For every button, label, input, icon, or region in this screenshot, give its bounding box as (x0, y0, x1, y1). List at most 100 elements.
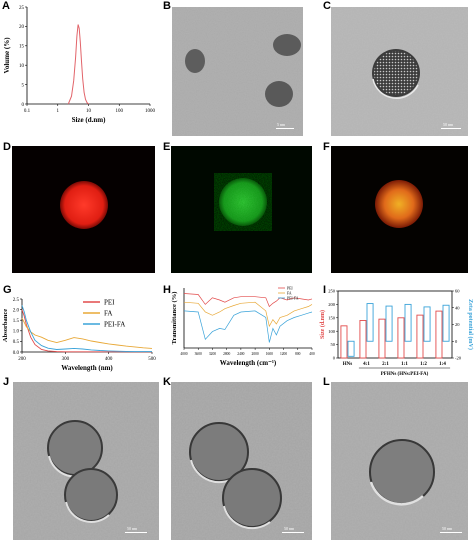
nanoparticle-k2 (222, 468, 282, 528)
y-tick-label: 0.0 (13, 351, 20, 356)
panel-label-b: B (163, 0, 171, 12)
x-tick-label: 1 (57, 109, 60, 114)
zeta-bar (366, 303, 374, 342)
x-axis-label: Wavelength (cm⁻¹) (220, 359, 277, 367)
merged-particle (375, 180, 423, 228)
y-right-axis-label: Zeta potential (mV) (467, 299, 474, 350)
y-right-tick-label: -20 (455, 356, 462, 361)
scalebar-l: 50 nm (442, 526, 453, 531)
size-bar (416, 314, 424, 359)
x-tick-label: 400 (105, 357, 113, 362)
chart-i: 0 50 100 150 200 250 -20 0 20 40 60 HNs 4:1 2:1 1:1 1:2… (319, 289, 474, 377)
series-line-fa (21, 317, 153, 349)
x-tick-label: 1:1 (401, 362, 408, 367)
x-tick-label: 1:2 (420, 362, 427, 367)
nanoparticle-k1 (189, 422, 249, 482)
nanoparticle-c (374, 51, 418, 95)
nanoparticle-1 (185, 49, 205, 73)
chart-g: 200 300 400 500 0.0 0.5 1.0 1.5 2.0 2.5 Wavelength… (2, 298, 156, 372)
y-tick-label: 20 (19, 25, 25, 30)
y-right-tick-label: 20 (455, 322, 460, 327)
x-tick-label: 200 (18, 357, 26, 362)
x-tick-label: 3200 (209, 352, 216, 356)
zeta-bar (404, 303, 412, 342)
series-line-fa (183, 301, 313, 328)
y-tick-label: 2.0 (13, 308, 20, 313)
chart-a: 0.1 1 10 100 1000 0 5 10 15 20 25 Size (d.nm) Volume… (3, 6, 156, 124)
scalebar-b: 5 nm (277, 122, 286, 127)
panel-label-c: C (323, 0, 331, 12)
y-right-tick-label: 0 (455, 339, 458, 344)
panel-label-e: E (163, 141, 171, 153)
panel-label-a: A (2, 0, 10, 12)
tem-image-l: 50 nm (331, 382, 468, 540)
legend-label-pei-fa: PEI-FA (104, 321, 125, 329)
series-line-pei-fa (21, 305, 152, 353)
size-bar (397, 317, 405, 359)
y-tick-label: 10 (19, 64, 25, 69)
x-axis-label: PFHNs (HNs:PEI-FA) (381, 372, 429, 377)
x-tick-label: 300 (62, 357, 70, 362)
y-axis-label: Transmittance (%) (171, 292, 178, 345)
panel-label-g: G (3, 284, 12, 296)
scalebar-c: 50 nm (443, 122, 454, 127)
x-tick-label: 2000 (252, 352, 259, 356)
x-tick-label: 1000 (145, 109, 156, 114)
scalebar-j: 50 nm (127, 526, 138, 531)
y-right-tick-label: 40 (455, 305, 460, 310)
panel-label-k: K (163, 376, 171, 388)
y-tick-label: 200 (328, 302, 336, 307)
series-line-pei-fa (183, 310, 313, 343)
x-tick-label: 400 (309, 352, 315, 356)
series-line-pei (183, 293, 313, 308)
x-tick-label: 2400 (237, 352, 244, 356)
merged-image-f (331, 146, 468, 273)
tem-image-b: 5 nm (172, 7, 303, 136)
nanoparticle-j1 (47, 420, 103, 476)
x-axis-label: Wavelength (nm) (61, 364, 113, 372)
x-tick-label: 1200 (280, 352, 287, 356)
y-tick-label: 5 (22, 83, 25, 88)
size-bar (378, 318, 386, 359)
x-tick-label: 2800 (223, 352, 230, 356)
nanoparticle-2 (273, 34, 301, 56)
x-tick-label: 2:1 (382, 362, 389, 367)
size-bar (340, 325, 348, 359)
y-tick-label: 100 (328, 329, 336, 334)
y-tick-label: 50 (331, 342, 336, 347)
panel-label-j: J (3, 376, 10, 388)
y-axis-label: Absorbance (2, 309, 9, 342)
legend-label-pei: PEI (104, 299, 115, 307)
x-tick-label: 4000 (180, 352, 187, 356)
fluorescence-image-e (171, 146, 312, 273)
zeta-bar (385, 305, 393, 342)
x-tick-label: 500 (148, 357, 156, 362)
x-tick-label: HNs (343, 362, 353, 367)
legend-label-fa: FA (104, 310, 112, 318)
size-distribution-line (67, 24, 90, 105)
plot-frame (337, 290, 453, 359)
y-axis-label: Size (d.nm) (319, 310, 326, 339)
panel-label-l: L (323, 376, 330, 388)
size-bar (359, 320, 367, 359)
x-tick-label: 100 (116, 109, 124, 114)
panel-label-i: I (323, 284, 327, 296)
chart-h: 4000 3600 3200 2800 2400 2000 1600 1200 800 400 Wa… (171, 286, 315, 367)
y-tick-label: 2.5 (13, 298, 20, 303)
y-tick-label: 250 (328, 289, 336, 294)
x-tick-label: 1:4 (439, 362, 446, 367)
size-bar (435, 310, 443, 359)
legend-label-pei: PEI (287, 286, 293, 290)
y-tick-label: 0.5 (13, 340, 20, 345)
zeta-bar (347, 340, 355, 357)
y-axis-label: Volume (%) (3, 37, 11, 74)
y-tick-label: 0 (22, 103, 25, 108)
tem-image-j: 50 nm (13, 382, 159, 540)
tem-image-c: 50 nm (331, 7, 468, 136)
scalebar-k: 50 nm (284, 526, 295, 531)
tem-image-k: 50 nm (171, 382, 312, 540)
red-particle (60, 181, 108, 229)
fluorescence-image-d (12, 146, 155, 273)
panel-label-d: D (3, 141, 11, 153)
y-tick-label: 15 (19, 45, 25, 50)
